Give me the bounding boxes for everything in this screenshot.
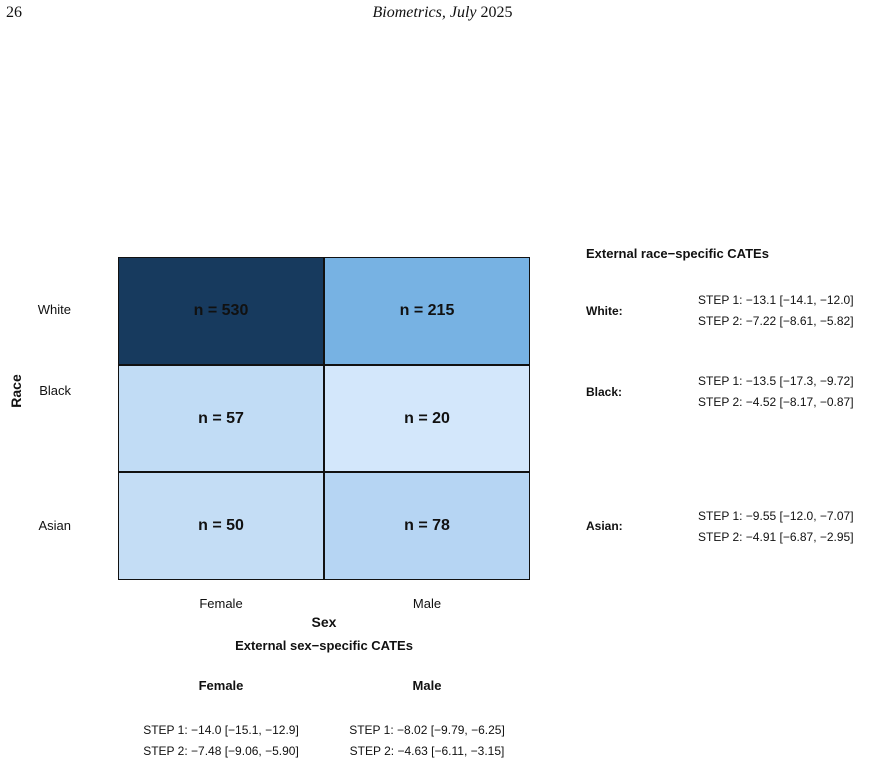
race-cates-white-label: White: xyxy=(586,304,623,318)
race-cates-asian-step2: STEP 2: −4.91 [−6.87, −2.95] xyxy=(698,530,854,544)
race-cates-black-label: Black: xyxy=(586,385,623,399)
column-label-female: Female xyxy=(199,596,243,611)
heatmap-cell: n = 20 xyxy=(324,365,530,472)
race-cates-black-step1: STEP 1: −13.5 [−17.3, −9.72] xyxy=(698,374,854,388)
race-cates-white-step1: STEP 1: −13.1 [−14.1, −12.0] xyxy=(698,293,854,307)
sex-cates-male-heading: Male xyxy=(412,678,442,693)
journal-name: Biometrics, July xyxy=(372,4,477,21)
race-cates-asian-step1: STEP 1: −9.55 [−12.0, −7.07] xyxy=(698,509,854,523)
row-label-asian: Asian xyxy=(38,518,71,533)
sex-cates-female-step2: STEP 2: −7.48 [−9.06, −5.90] xyxy=(143,744,299,758)
sex-cates-male-step2: STEP 2: −4.63 [−6.11, −3.15] xyxy=(349,744,505,758)
race-cates-title: External race−specific CATEs xyxy=(586,246,769,261)
sex-cates-male-step1: STEP 1: −8.02 [−9.79, −6.25] xyxy=(349,723,505,737)
heatmap-cell: n = 57 xyxy=(118,365,324,472)
row-label-black: Black xyxy=(39,383,71,398)
heatmap-grid: n = 530 n = 215 n = 57 n = 20 n = 50 n =… xyxy=(118,257,530,580)
race-cates-black-step2: STEP 2: −4.52 [−8.17, −0.87] xyxy=(698,395,854,409)
heatmap-cell: n = 530 xyxy=(118,257,324,365)
sex-cates-female-step1: STEP 1: −14.0 [−15.1, −12.9] xyxy=(143,723,299,737)
heatmap-cell: n = 78 xyxy=(324,472,530,580)
y-axis-title: Race xyxy=(8,374,24,408)
x-axis-title: Sex xyxy=(311,614,337,630)
sex-cates-title: External sex−specific CATEs xyxy=(235,638,413,653)
page-number: 26 xyxy=(6,4,22,21)
journal-year: 2025 xyxy=(480,4,513,21)
heatmap-cell: n = 215 xyxy=(324,257,530,365)
race-cates-asian-label: Asian: xyxy=(586,519,623,533)
heatmap-cell: n = 50 xyxy=(118,472,324,580)
column-label-male: Male xyxy=(412,596,442,611)
row-label-white: White xyxy=(37,302,71,317)
race-cates-white-step2: STEP 2: −7.22 [−8.61, −5.82] xyxy=(698,314,854,328)
running-head: Biometrics, July 2025 xyxy=(0,4,885,22)
sex-cates-female-heading: Female xyxy=(198,678,244,693)
